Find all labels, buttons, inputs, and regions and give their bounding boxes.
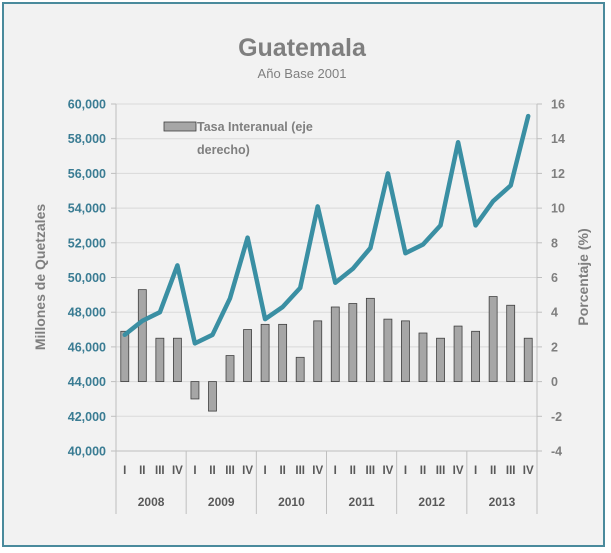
bar (523, 337, 533, 383)
quarter-label: III (436, 465, 446, 477)
left-tick-label: 46,000 (68, 340, 106, 354)
bar (330, 306, 340, 382)
bar (260, 323, 270, 383)
line-series (122, 113, 531, 346)
year-label: 2010 (278, 495, 305, 509)
bar (120, 330, 130, 383)
quarter-label: IV (172, 465, 183, 477)
right-axis-ticks: -4 -2 0 2 4 6 8 10 12 14 16 (537, 98, 565, 459)
bar (225, 355, 235, 383)
bar (155, 337, 165, 383)
quarter-label: III (506, 465, 516, 477)
bar (172, 337, 182, 383)
right-tick-label: 16 (551, 98, 565, 112)
bar (383, 318, 393, 383)
chart-subtitle: Año Base 2001 (258, 66, 347, 81)
left-tick-label: 56,000 (68, 167, 106, 181)
quarter-label: I (334, 465, 337, 477)
left-tick-label: 52,000 (68, 236, 106, 250)
quarter-label: II (490, 465, 496, 477)
bar (365, 297, 375, 383)
right-tick-label: 8 (551, 236, 558, 250)
quarter-label: II (350, 465, 356, 477)
left-tick-label: 58,000 (68, 132, 106, 146)
left-axis-ticks: 40,000 42,000 44,000 46,000 48,000 50,000 52,0… (68, 98, 116, 459)
right-tick-label: 10 (551, 202, 565, 216)
right-axis-title: Porcentaje (%) (575, 228, 591, 325)
bar (488, 296, 498, 382)
bar (208, 381, 217, 412)
right-tick-label: 2 (551, 340, 558, 354)
right-tick-label: 14 (551, 132, 565, 146)
quarter-label: I (474, 465, 477, 477)
quarter-label: I (264, 465, 267, 477)
quarter-label: II (279, 465, 285, 477)
right-tick-label: -2 (551, 410, 562, 424)
chart-svg: Guatemala Año Base 2001 40,000 42,000 44,0… (32, 34, 591, 514)
left-tick-label: 54,000 (68, 202, 106, 216)
quarter-label: IV (453, 465, 464, 477)
left-tick-label: 40,000 (68, 445, 106, 459)
right-tick-label: 6 (551, 271, 558, 285)
legend-label-line1: Tasa Interanual (eje (197, 120, 313, 134)
left-tick-label: 48,000 (68, 306, 106, 320)
quarter-label: III (295, 465, 305, 477)
bar (313, 320, 323, 382)
gridlines (116, 103, 537, 452)
year-label: 2008 (138, 495, 165, 509)
legend-label-line2: derecho) (197, 143, 250, 157)
year-label: 2012 (418, 495, 445, 509)
year-label: 2011 (349, 495, 375, 509)
bar (243, 329, 252, 382)
bar-series (120, 289, 533, 412)
bar (348, 303, 358, 382)
quarter-label: IV (523, 465, 534, 477)
bar (506, 304, 516, 383)
bar (453, 325, 463, 382)
quarter-label: I (123, 465, 126, 477)
quarter-label: IV (242, 465, 253, 477)
legend-swatch (163, 121, 197, 132)
right-tick-label: -4 (551, 445, 562, 459)
right-tick-label: 4 (551, 306, 558, 320)
left-tick-label: 60,000 (68, 98, 106, 112)
left-axis-title: Millones de Quetzales (32, 204, 48, 350)
chart-title: Guatemala (238, 34, 367, 62)
quarter-label: IV (382, 465, 393, 477)
chart-frame: Guatemala Año Base 2001 40,000 42,000 44,0… (2, 2, 605, 547)
year-label: 2009 (208, 495, 235, 509)
bar (295, 356, 305, 382)
bar (471, 330, 481, 383)
quarter-label: II (139, 465, 145, 477)
quarter-label: II (420, 465, 426, 477)
bar (436, 337, 445, 383)
x-axis: I II III IV I II III IV I II III IV I II III IV I II III IV… (115, 451, 538, 514)
left-tick-label: 44,000 (68, 375, 106, 389)
bar (190, 381, 200, 400)
bar (401, 320, 410, 382)
quarter-label: II (209, 465, 215, 477)
quarter-label: III (366, 465, 376, 477)
right-tick-label: 0 (551, 375, 558, 389)
quarter-label: IV (312, 465, 323, 477)
right-tick-label: 12 (551, 167, 565, 181)
left-tick-label: 42,000 (68, 410, 106, 424)
bar (278, 323, 288, 383)
quarter-label: I (193, 465, 196, 477)
left-tick-label: 50,000 (68, 271, 106, 285)
quarter-label: I (404, 465, 407, 477)
quarter-label: III (155, 465, 165, 477)
series-line (122, 113, 531, 346)
year-label: 2013 (489, 495, 516, 509)
quarter-label: III (225, 465, 235, 477)
bar (418, 332, 428, 382)
legend: Tasa Interanual (eje derecho) (163, 120, 313, 157)
bar (137, 289, 147, 382)
